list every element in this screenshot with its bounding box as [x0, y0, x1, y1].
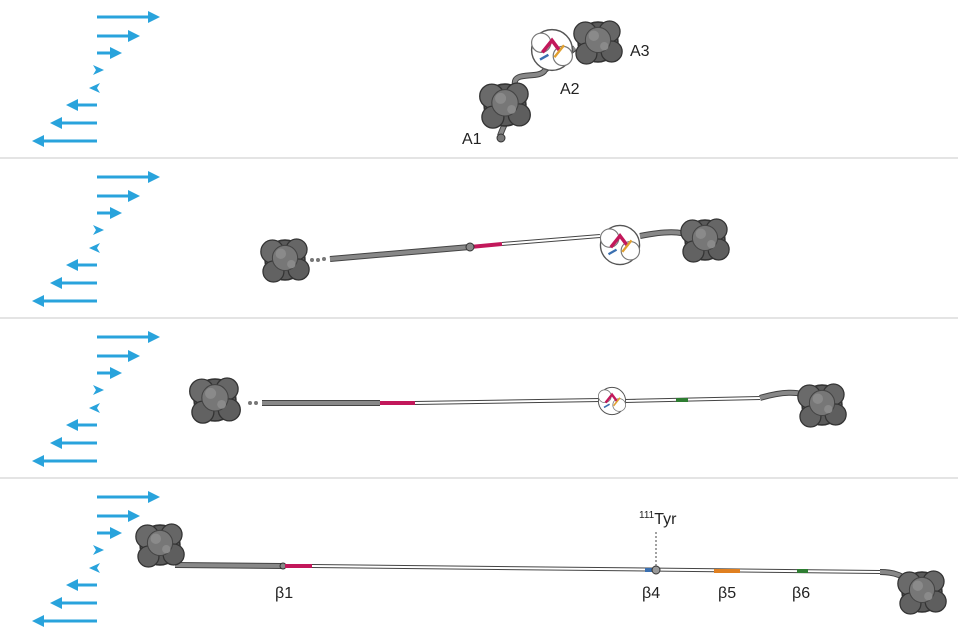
- flow-arrows: [32, 331, 160, 467]
- strand-label: β6: [792, 585, 810, 602]
- flow-arrows: [32, 11, 160, 147]
- domain-label: A1: [462, 131, 482, 148]
- domain-label: A3: [630, 43, 650, 60]
- figure: A1 A2 A3: [0, 0, 958, 628]
- flow-arrows: [32, 171, 160, 307]
- residue-name: Tyr: [654, 511, 677, 528]
- protein-compact: [480, 21, 622, 142]
- strand-label: β1: [275, 585, 293, 602]
- protein-unfolded: [136, 524, 946, 614]
- protein-stretched: [190, 378, 846, 427]
- strand-label: β5: [718, 585, 736, 602]
- domain-label: A2: [560, 81, 580, 98]
- residue-number: 111: [639, 510, 655, 521]
- protein-partly-stretched: [261, 219, 729, 282]
- residue-label: 111Tyr: [639, 510, 677, 528]
- strand-label: β4: [642, 585, 660, 602]
